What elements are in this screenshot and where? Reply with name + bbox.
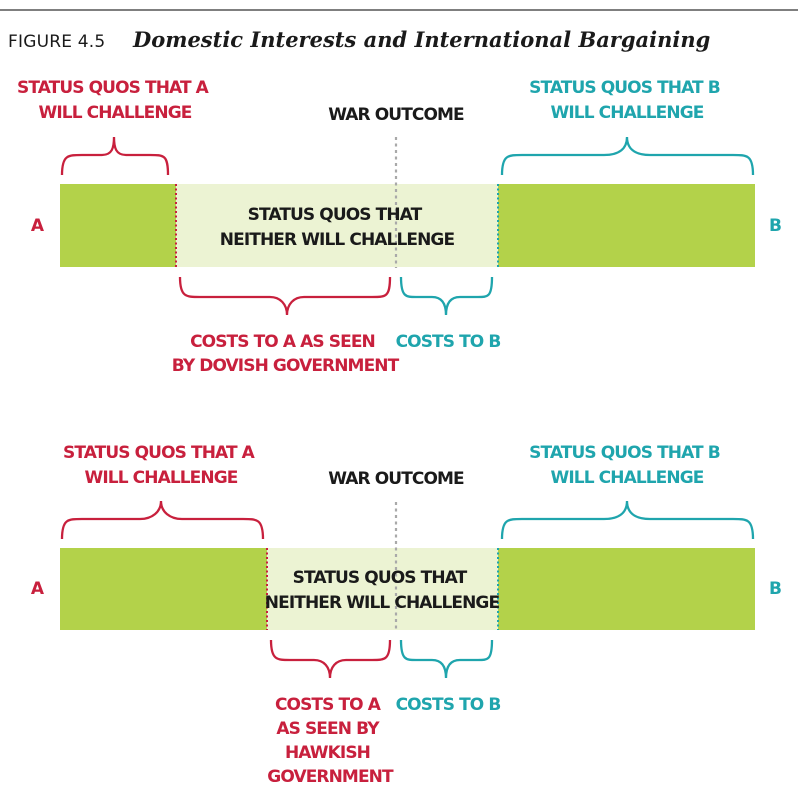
b-challenge-brace [500, 136, 755, 176]
costs-b-brace [399, 639, 494, 679]
b-challenge-label: STATUS QUOS THAT B WILL CHALLENGE [529, 78, 725, 123]
a-challenge-brace [60, 500, 265, 540]
neither-challenge-label: STATUS QUOS THAT NEITHER WILL CHALLENGE [220, 205, 455, 250]
panel-dovish: A B STATUS QUOS THAT A WILL CHALLENGE ST… [17, 78, 782, 376]
costs-b-brace [399, 276, 494, 316]
figure-number: FIGURE 4.5 [8, 32, 105, 52]
costs-a-brace [178, 276, 392, 316]
a-challenge-label: STATUS QUOS THAT A WILL CHALLENGE [17, 78, 213, 123]
panel-hawkish: A B STATUS QUOS THAT A WILL CHALLENGE ST… [31, 443, 782, 787]
costs-a-brace [269, 639, 392, 679]
neither-challenge-label: STATUS QUOS THAT NEITHER WILL CHALLENGE [265, 568, 500, 613]
neither-challenge-zone [176, 184, 498, 267]
costs-b-label: COSTS TO B [396, 332, 501, 352]
war-outcome-label: WAR OUTCOME [328, 469, 464, 489]
costs-a-label: COSTS TO A AS SEEN BY DOVISH GOVERNMENT [172, 332, 400, 376]
neither-challenge-zone [267, 548, 498, 630]
a-challenge-brace [60, 136, 170, 176]
costs-a-label: COSTS TO A AS SEEN BY HAWKISH GOVERNMENT [267, 695, 394, 787]
b-challenge-label: STATUS QUOS THAT B WILL CHALLENGE [529, 443, 725, 488]
label-b: B [769, 216, 781, 236]
figure-title: Domestic Interests and International Bar… [132, 27, 710, 52]
label-b: B [769, 579, 781, 599]
label-a: A [31, 216, 45, 236]
b-challenge-brace [500, 500, 755, 540]
a-challenge-label: STATUS QUOS THAT A WILL CHALLENGE [63, 443, 259, 488]
war-outcome-label: WAR OUTCOME [328, 105, 464, 125]
label-a: A [31, 579, 45, 599]
costs-b-label: COSTS TO B [396, 695, 501, 715]
